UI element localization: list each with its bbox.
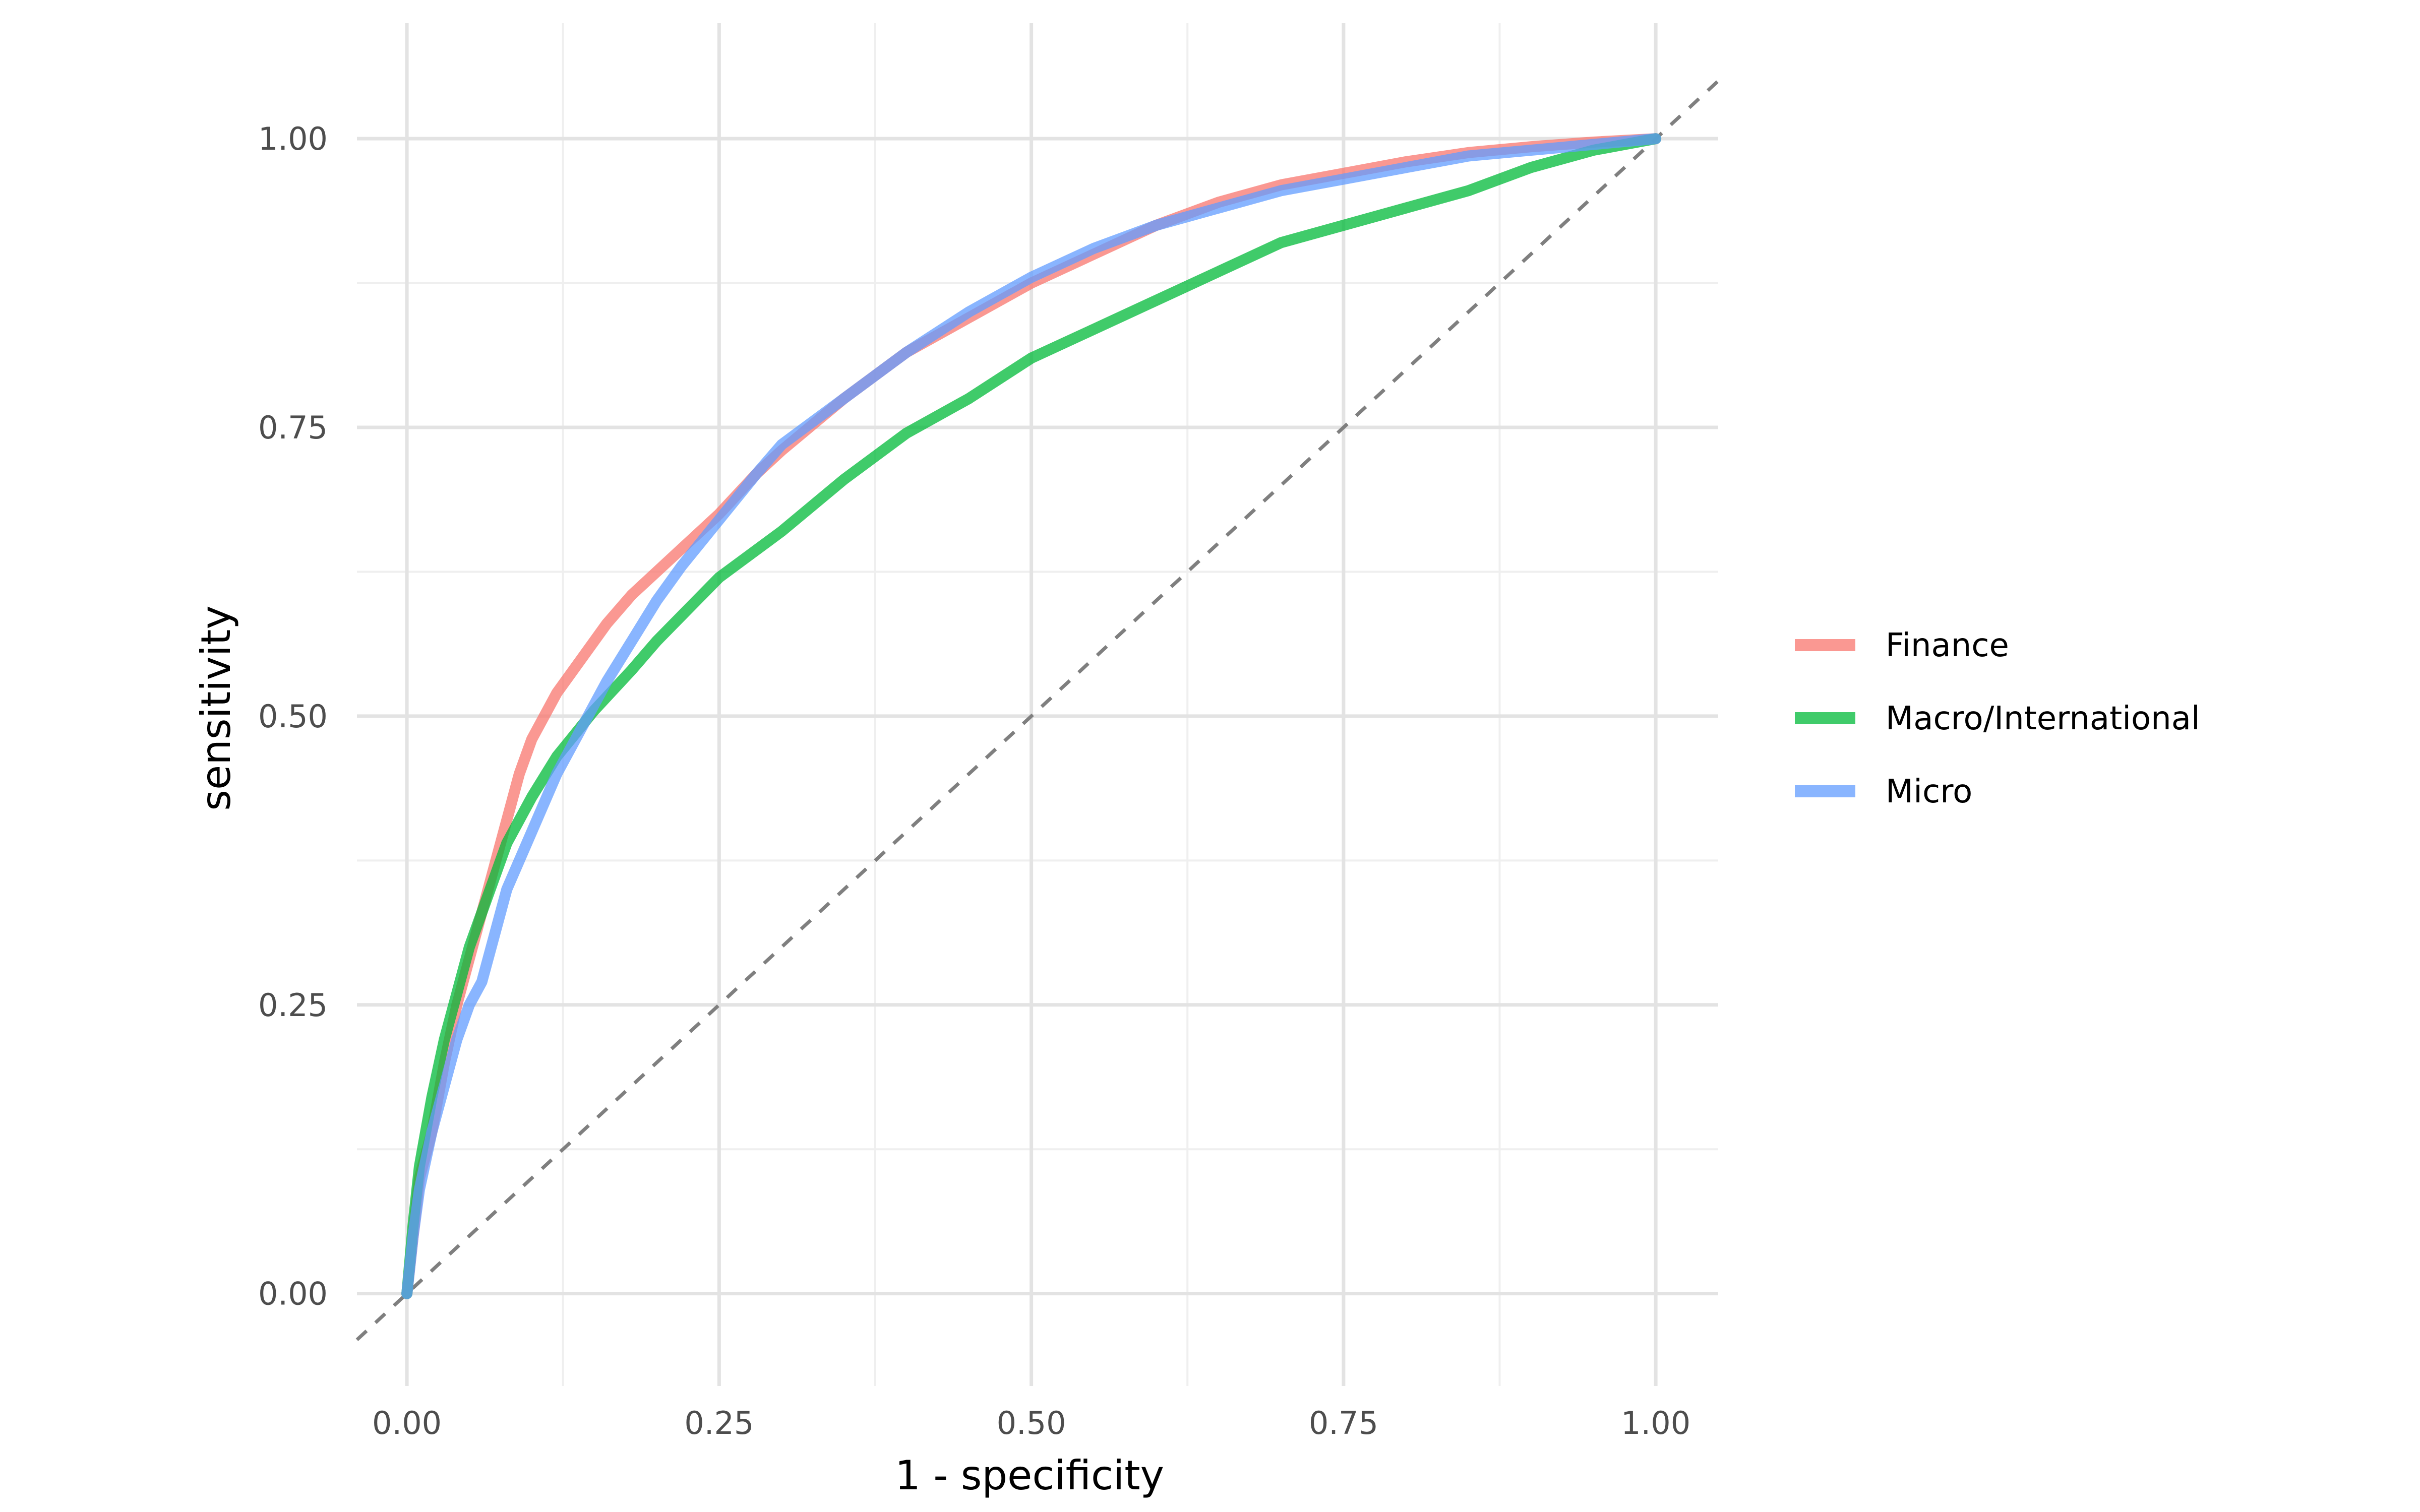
y-tick-label: 0.50	[258, 698, 328, 735]
x-tick-label: 0.50	[997, 1405, 1066, 1441]
legend-label-finance: Finance	[1886, 627, 2009, 664]
y-tick-label: 0.75	[258, 409, 328, 446]
reference-line-group	[355, 80, 1720, 1341]
legend-label-micro: Micro	[1886, 773, 1972, 810]
y-tick-label: 0.00	[258, 1276, 328, 1312]
reference-diagonal-line	[355, 80, 1720, 1341]
x-tick-labels: 0.00 0.25 0.50 0.75 1.00	[372, 1405, 1690, 1441]
y-tick-labels: 0.00 0.25 0.50 0.75 1.00	[258, 120, 328, 1312]
series-line-micro	[401, 133, 1662, 1299]
x-tick-label: 0.75	[1309, 1405, 1378, 1441]
y-tick-label: 1.00	[258, 120, 328, 157]
x-axis-title: 1 - specificity	[895, 1452, 1164, 1499]
x-tick-label: 0.00	[372, 1405, 442, 1441]
x-tick-label: 1.00	[1621, 1405, 1690, 1441]
legend: Finance Macro/International Micro	[1795, 627, 2200, 810]
y-axis-title: sensitivity	[193, 605, 239, 810]
x-tick-label: 0.25	[684, 1405, 754, 1441]
series-line-macro-international	[401, 133, 1662, 1299]
y-tick-label: 0.25	[258, 987, 328, 1024]
legend-label-macro-international: Macro/International	[1886, 700, 2200, 737]
grid-lines	[357, 23, 1718, 1386]
series-lines	[401, 133, 1662, 1299]
